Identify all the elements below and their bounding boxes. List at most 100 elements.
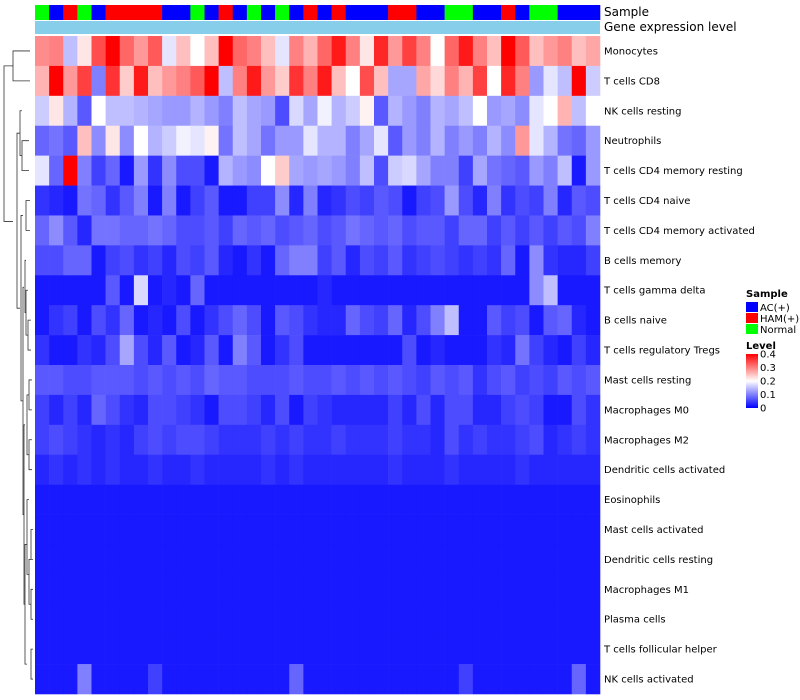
dendrogram-branch (30, 588, 33, 620)
heatmap-cell (275, 604, 290, 635)
dendrogram-branch (16, 132, 20, 309)
heatmap-cell (317, 544, 332, 575)
heatmap-cell (374, 365, 389, 396)
heatmap-cell (303, 275, 318, 306)
heatmap-cell (571, 305, 587, 336)
heatmap-cell (402, 245, 417, 276)
sample-annotation-cell (77, 5, 92, 20)
heatmap-cell (557, 634, 573, 665)
heatmap-cell (49, 335, 64, 366)
heatmap-cell (402, 544, 417, 575)
sample-track-label: Sample (604, 5, 649, 19)
heatmap-cell (204, 424, 219, 456)
expression-level-track (35, 21, 600, 34)
heatmap-cell (77, 365, 92, 396)
heatmap-cell (91, 664, 106, 695)
heatmap-cell (388, 394, 403, 426)
heatmap-cell (430, 185, 445, 216)
heatmap-cell (275, 574, 290, 605)
heatmap-cell (543, 65, 558, 97)
heatmap-cell (63, 574, 78, 605)
heatmap-cell (515, 305, 530, 336)
dendrogram-branch (3, 65, 13, 222)
heatmap-cell (35, 305, 50, 336)
heatmap-cell (345, 65, 361, 97)
heatmap-cells (35, 36, 601, 695)
heatmap-cell (275, 36, 290, 67)
heatmap-cell (303, 394, 318, 426)
heatmap-cell (303, 335, 318, 366)
heatmap-cell (501, 95, 516, 127)
heatmap-cell (557, 604, 573, 635)
heatmap-cell (77, 245, 92, 276)
heatmap-cell (218, 604, 234, 635)
heatmap-cell (261, 215, 276, 246)
heatmap-cell (246, 574, 262, 605)
heatmap-cell (374, 185, 389, 216)
heatmap-cell (63, 36, 78, 67)
heatmap-cell (331, 544, 347, 575)
heatmap-cell (543, 484, 558, 515)
heatmap-cell (571, 365, 587, 396)
heatmap-cell (529, 634, 544, 665)
heatmap-cell (35, 574, 50, 605)
heatmap-cell (63, 275, 78, 306)
heatmap-cell (458, 125, 474, 156)
heatmap-cell (317, 155, 332, 186)
heatmap-cell (91, 394, 106, 426)
heatmap-cell (176, 125, 191, 156)
heatmap-cell (261, 454, 276, 485)
heatmap-cell (105, 394, 121, 426)
heatmap-cell (444, 125, 460, 156)
heatmap-cell (289, 454, 304, 485)
heatmap-cell (331, 125, 347, 156)
dendrogram-branch (20, 215, 23, 402)
heatmap-cell (317, 664, 332, 695)
heatmap-cell (105, 544, 121, 575)
heatmap-cell (317, 215, 332, 246)
heatmap-cell (148, 95, 163, 127)
heatmap-cell (430, 305, 445, 336)
heatmap-cell (416, 454, 431, 485)
heatmap-cell (119, 365, 135, 396)
heatmap-cell (458, 574, 474, 605)
sample-annotation-cell (261, 5, 276, 20)
heatmap-cell (359, 65, 375, 97)
heatmap-cell (430, 544, 445, 575)
heatmap-cell (571, 65, 587, 97)
heatmap-cell (275, 305, 290, 336)
heatmap-cell (204, 36, 219, 67)
heatmap-cell (430, 65, 445, 97)
heatmap-cell (190, 65, 205, 97)
heatmap-cell (49, 484, 64, 515)
heatmap-cell (35, 185, 50, 216)
heatmap-cell (331, 454, 347, 485)
heatmap-cell (261, 65, 276, 97)
heatmap-cell (204, 365, 219, 396)
heatmap-cell (133, 155, 149, 186)
heatmap-cell (585, 335, 601, 366)
heatmap-cell (345, 245, 361, 276)
heatmap-cell (77, 215, 92, 246)
heatmap-cell (416, 604, 431, 635)
heatmap-cell (359, 155, 375, 186)
heatmap-cell (176, 544, 191, 575)
heatmap-cell (571, 215, 587, 246)
heatmap-cell (133, 36, 149, 67)
heatmap-cell (289, 155, 304, 186)
sample-annotation-cell (35, 5, 50, 20)
heatmap-cell (402, 36, 417, 67)
heatmap-cell (487, 424, 502, 456)
heatmap-cell (289, 185, 304, 216)
heatmap-cell (133, 215, 149, 246)
heatmap-cell (430, 454, 445, 485)
heatmap-cell (162, 125, 177, 156)
heatmap-cell (303, 125, 318, 156)
heatmap-cell (501, 185, 516, 216)
heatmap-cell (35, 245, 50, 276)
heatmap-cell (543, 215, 558, 246)
heatmap-cell (402, 215, 417, 246)
heatmap-cell (416, 215, 431, 246)
sample-annotation-cell (416, 5, 431, 20)
heatmap-cell (345, 275, 361, 306)
